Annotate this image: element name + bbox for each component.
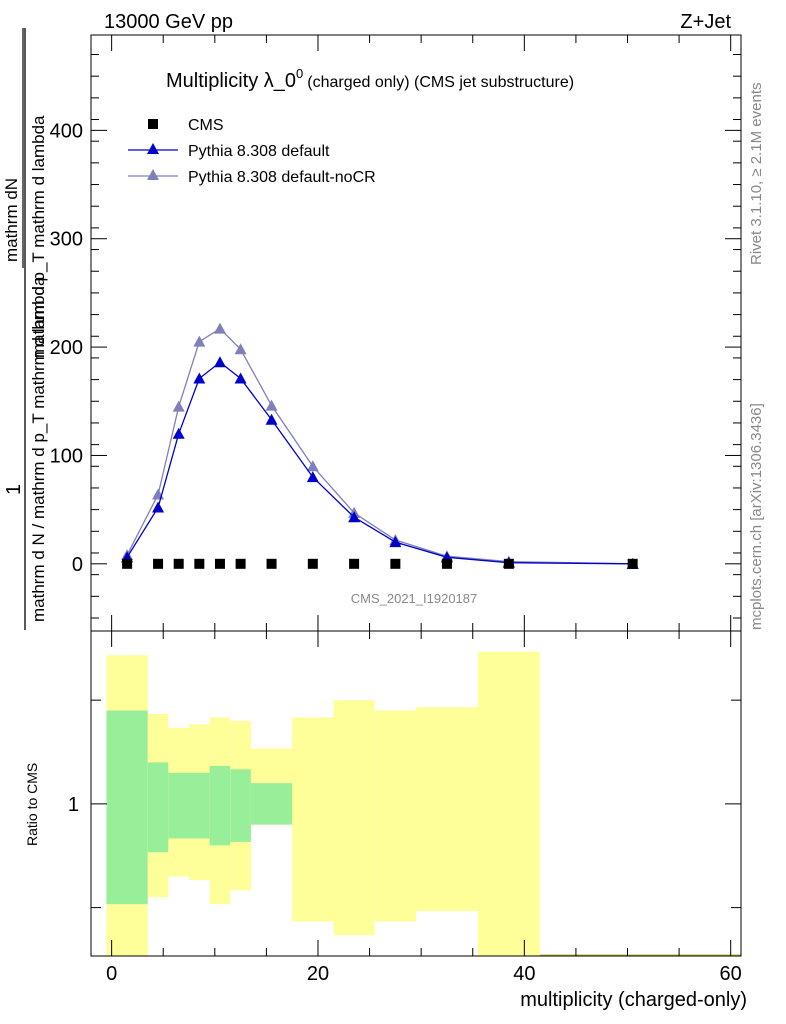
legend: CMS Pythia 8.308 default Pythia 8.308 de… [128,117,376,186]
plot-title: Multiplicity λ_00 (charged only) (CMS jet… [166,66,574,92]
ratio-stat-band [106,710,148,905]
ratio-stat-band [168,772,190,839]
legend-marker-nocr [147,169,159,180]
y-label-prefix-numer: 1 [3,484,25,495]
data-point-cms [266,558,277,569]
series-line-1 [126,361,633,565]
ratio-stat-band [230,769,251,842]
data-point-1 [172,427,185,439]
data-point-2 [172,400,185,412]
y-tick-label: 0 [72,554,83,576]
data-point-cms [349,558,360,569]
data-point-cms [122,558,133,569]
y-tick-label: 400 [50,120,83,142]
data-point-cms [214,558,225,569]
energy-label: 13000 GeV pp [104,11,233,33]
main-axes: 0 100 200 300 400 [50,35,741,631]
legend-marker-default [147,143,159,154]
y-label-denom: mathrm d p_T mathrm d lambda [29,115,48,358]
ratio-stat-band [250,783,293,825]
x-tick-label: 20 [307,963,329,985]
data-point-cms [194,558,205,569]
analysis-watermark: CMS_2021_I1920187 [351,591,478,606]
main-series [121,322,639,569]
data-point-2 [265,399,278,411]
series-2 [121,322,639,569]
legend-label-default: Pythia 8.308 default [188,143,330,160]
ratio-stat-band [147,762,169,853]
data-point-2 [193,335,206,347]
main-y-axis-label: 1 mathrm d N / mathrm d p_T mathrm d lam… [2,28,48,630]
data-point-cms [173,558,184,569]
data-point-1 [265,413,278,425]
data-point-1 [348,511,361,523]
data-point-cms [235,558,246,569]
ratio-stat-band [189,772,210,839]
legend-marker-cms [148,119,158,129]
data-point-2 [234,343,247,355]
plot-title-rest: (charged only) (CMS jet substructure) [307,74,574,91]
x-tick-label: 0 [106,963,117,985]
data-point-cms [390,558,401,569]
ratio-total-band [416,707,478,912]
y-tick-label: 200 [50,337,83,359]
data-point-cms [153,558,164,569]
data-point-cms [441,558,452,569]
ratio-y-tick-label: 1 [68,794,79,816]
plot-title-sup: 0 [296,66,303,81]
data-point-2 [306,460,319,472]
series-line-2 [126,327,633,565]
data-point-2 [213,322,226,334]
x-tick-label: 60 [720,963,742,985]
ratio-stat-band [209,765,231,846]
plot-title-main: Multiplicity λ_0 [166,70,296,92]
y-label-prefix-denom: mathrm d N / mathrm d p_T mathrm d lambd… [29,276,48,622]
data-point-1 [306,471,319,483]
y-tick-label: 100 [50,445,83,467]
y-tick-label: 300 [50,229,83,251]
ratio-total-band [374,710,416,922]
data-point-1 [193,372,206,384]
data-point-1 [152,501,165,513]
ratio-bands [106,651,741,956]
rivet-label: Rivet 3.1.10, ≥ 2.1M events [748,83,765,266]
data-point-cms [307,558,318,569]
y-label-numer: mathrm dN [2,178,21,262]
series-1 [121,356,639,569]
ratio-total-band [292,717,334,922]
mcplots-label: mcplots.cern.ch [arXiv:1306.3436] [748,403,765,630]
x-axis-label: multiplicity (charged-only) [520,989,747,1011]
legend-label-nocr: Pythia 8.308 default-noCR [188,169,376,186]
x-tick-label: 40 [513,963,535,985]
ratio-plot-frame [90,630,742,957]
legend-label-cms: CMS [188,117,224,134]
data-point-cms [503,558,514,569]
data-point-1 [234,372,247,384]
ratio-total-band [477,651,540,956]
process-label: Z+Jet [680,11,731,33]
data-point-cms [627,558,638,569]
data-point-1 [389,536,402,548]
ratio-total-band [333,700,375,936]
series-0 [122,558,638,569]
data-point-1 [213,356,226,368]
ratio-y-label: Ratio to CMS [24,763,40,846]
ratio-axes: 1 0 20 40 60 [68,631,742,985]
